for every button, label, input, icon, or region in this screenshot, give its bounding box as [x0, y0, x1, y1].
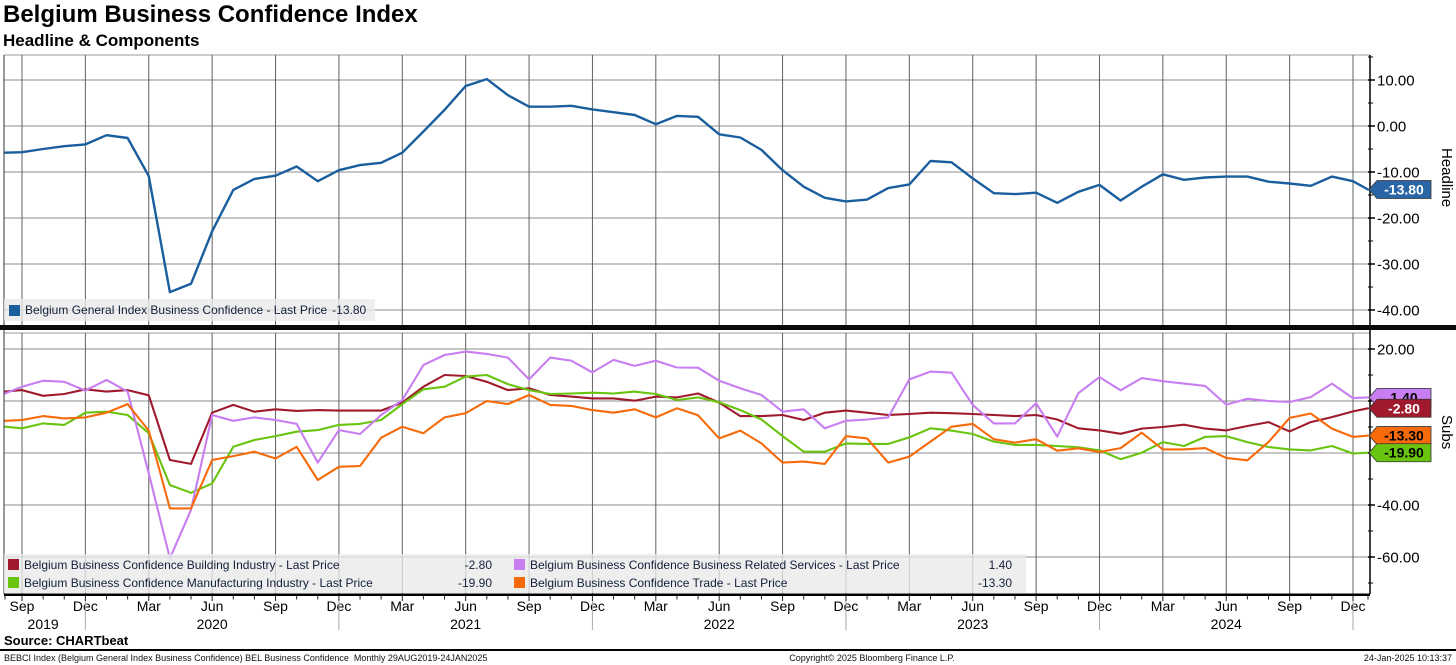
- headline-series-swatch-icon: [9, 304, 20, 316]
- trade-series-swatch-icon: [514, 577, 525, 588]
- legend-manufacturing-label: Belgium Business Confidence Manufacturin…: [24, 575, 373, 590]
- legend-item-services[interactable]: Belgium Business Confidence Business Rel…: [514, 556, 1012, 573]
- svg-text:Sep: Sep: [517, 598, 542, 614]
- axis-title-subs: Subs: [1438, 415, 1455, 450]
- svg-text:Jun: Jun: [454, 598, 477, 614]
- legend-trade-value: -13.30: [977, 575, 1012, 590]
- legend-headline-value: -13.80: [332, 303, 367, 317]
- legend-components[interactable]: Belgium Business Confidence Building Ind…: [4, 554, 1026, 593]
- svg-text:Sep: Sep: [1024, 598, 1049, 614]
- ticker-description: BEBCI Index (Belgium General Index Busin…: [4, 653, 488, 663]
- svg-text:-2.80: -2.80: [1388, 400, 1420, 416]
- legend-headline[interactable]: Belgium General Index Business Confidenc…: [4, 299, 376, 321]
- svg-text:Sep: Sep: [770, 598, 795, 614]
- chart-subtitle: Headline & Components: [3, 31, 200, 50]
- svg-text:Sep: Sep: [10, 598, 35, 614]
- page-title: Belgium Business Confidence Index: [3, 1, 418, 28]
- svg-text:2019: 2019: [28, 616, 59, 632]
- footer-divider: [0, 649, 1456, 651]
- legend-headline-label: Belgium General Index Business Confidenc…: [25, 303, 328, 317]
- svg-text:-13.80: -13.80: [1384, 181, 1424, 197]
- timestamp: 24-Jan-2025 10:13:37: [1363, 653, 1452, 663]
- svg-text:-19.90: -19.90: [1384, 445, 1424, 461]
- svg-text:Mar: Mar: [137, 598, 161, 614]
- legend-item-building[interactable]: Belgium Business Confidence Building Ind…: [8, 556, 492, 573]
- svg-text:2023: 2023: [957, 616, 988, 632]
- svg-text:Mar: Mar: [644, 598, 668, 614]
- svg-text:0.00: 0.00: [1377, 119, 1406, 136]
- svg-text:Jun: Jun: [1215, 598, 1238, 614]
- svg-text:Mar: Mar: [897, 598, 921, 614]
- legend-item-trade[interactable]: Belgium Business Confidence Trade - Last…: [514, 574, 1012, 591]
- svg-text:-40.00: -40.00: [1377, 498, 1420, 515]
- svg-text:-40.00: -40.00: [1377, 303, 1420, 320]
- legend-item-manufacturing[interactable]: Belgium Business Confidence Manufacturin…: [8, 574, 492, 591]
- svg-text:Jun: Jun: [708, 598, 731, 614]
- svg-text:2020: 2020: [197, 616, 228, 632]
- svg-text:2021: 2021: [450, 616, 481, 632]
- services-series-swatch-icon: [514, 559, 525, 570]
- source-label: Source: CHARTbeat: [4, 633, 129, 648]
- svg-text:Mar: Mar: [390, 598, 414, 614]
- svg-text:-60.00: -60.00: [1377, 550, 1420, 567]
- svg-text:2022: 2022: [704, 616, 735, 632]
- svg-text:20.00: 20.00: [1377, 342, 1415, 359]
- svg-text:-10.00: -10.00: [1377, 165, 1420, 182]
- copyright-notice: Copyright© 2025 Bloomberg Finance L.P.: [789, 653, 955, 663]
- svg-text:Sep: Sep: [1277, 598, 1302, 614]
- svg-text:-13.30: -13.30: [1384, 428, 1424, 444]
- svg-text:-20.00: -20.00: [1377, 211, 1420, 228]
- legend-manufacturing-value: -19.90: [457, 575, 492, 590]
- legend-services-label: Belgium Business Confidence Business Rel…: [530, 557, 900, 572]
- svg-text:Jun: Jun: [961, 598, 984, 614]
- legend-building-label: Belgium Business Confidence Building Ind…: [24, 557, 340, 572]
- building-series-swatch-icon: [8, 559, 19, 570]
- manufacturing-series-swatch-icon: [8, 577, 19, 588]
- svg-text:-30.00: -30.00: [1377, 257, 1420, 274]
- legend-trade-label: Belgium Business Confidence Trade - Last…: [530, 575, 788, 590]
- svg-text:Mar: Mar: [1151, 598, 1175, 614]
- legend-services-value: 1.40: [988, 557, 1012, 572]
- svg-text:Sep: Sep: [263, 598, 288, 614]
- legend-building-value: -2.80: [464, 557, 492, 572]
- svg-text:2024: 2024: [1211, 616, 1242, 632]
- svg-text:Jun: Jun: [201, 598, 224, 614]
- axis-title-headline: Headline: [1438, 148, 1455, 208]
- svg-text:10.00: 10.00: [1377, 73, 1415, 90]
